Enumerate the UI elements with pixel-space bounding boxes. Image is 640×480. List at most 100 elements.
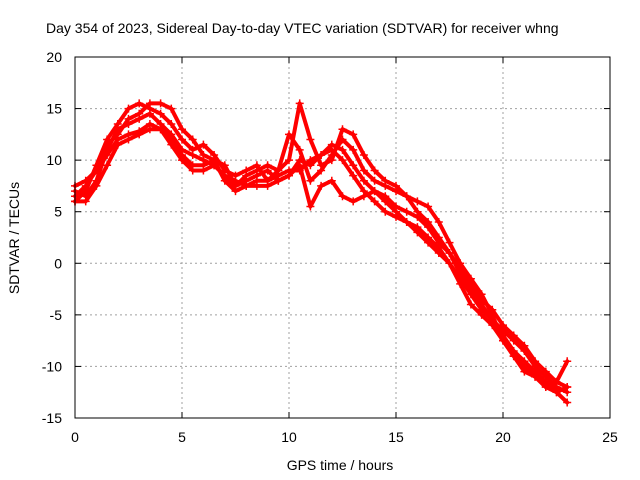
data-point-marker xyxy=(359,192,368,201)
data-point-marker xyxy=(456,269,465,278)
data-point-marker xyxy=(349,161,358,170)
data-point-marker xyxy=(156,125,165,134)
data-point-marker xyxy=(338,125,347,134)
data-point-marker xyxy=(274,166,283,175)
data-point-marker xyxy=(424,238,433,247)
data-point-marker xyxy=(445,238,454,247)
y-tick-label: -15 xyxy=(42,410,62,426)
data-point-marker xyxy=(81,197,90,206)
data-point-marker xyxy=(263,161,272,170)
series-track-2 xyxy=(71,109,572,392)
y-tick-label: 20 xyxy=(46,49,62,65)
data-point-marker xyxy=(178,145,186,154)
x-axis-label: GPS time / hours xyxy=(287,457,394,473)
y-axis-label: SDTVAR / TECUs xyxy=(6,182,22,294)
data-point-marker xyxy=(370,197,379,206)
x-tick-label: 15 xyxy=(388,429,404,445)
data-point-marker xyxy=(145,125,154,134)
data-point-marker xyxy=(434,233,443,242)
data-point-marker xyxy=(167,140,176,149)
y-tick-label: 10 xyxy=(46,152,62,168)
data-point-marker xyxy=(188,135,197,144)
data-point-marker xyxy=(563,383,572,392)
data-point-marker xyxy=(359,150,368,159)
data-point-marker xyxy=(499,336,507,345)
data-point-marker xyxy=(135,99,144,108)
data-point-marker xyxy=(413,228,422,237)
data-point-marker xyxy=(466,274,475,283)
chart-title: Day 354 of 2023, Sidereal Day-to-day VTE… xyxy=(46,20,559,36)
data-point-marker xyxy=(413,207,422,216)
data-point-marker xyxy=(338,192,347,201)
data-point-marker xyxy=(242,171,251,180)
data-point-marker xyxy=(199,150,208,159)
data-point-marker xyxy=(434,218,443,227)
data-point-marker xyxy=(103,161,112,170)
y-tick-label: -10 xyxy=(42,358,62,374)
data-point-marker xyxy=(424,202,433,211)
series-line xyxy=(73,101,570,405)
data-point-marker xyxy=(552,388,561,397)
data-point-marker xyxy=(488,310,497,319)
data-point-marker xyxy=(381,176,390,185)
data-point-marker xyxy=(210,161,219,170)
data-point-marker xyxy=(349,197,358,206)
data-point-marker xyxy=(402,207,411,216)
data-point-marker xyxy=(327,140,336,149)
data-point-marker xyxy=(488,321,497,330)
data-point-marker xyxy=(317,181,326,190)
x-tick-label: 25 xyxy=(602,429,618,445)
data-point-marker xyxy=(477,300,486,309)
data-point-marker xyxy=(103,140,112,149)
data-point-marker xyxy=(113,140,122,149)
data-point-marker xyxy=(338,145,347,154)
data-point-marker xyxy=(263,181,272,190)
data-point-marker xyxy=(188,166,197,175)
data-point-marker xyxy=(274,176,283,185)
data-point-marker xyxy=(81,187,90,196)
data-point-marker xyxy=(306,161,315,170)
data-series xyxy=(71,99,572,407)
data-point-marker xyxy=(124,114,133,123)
data-point-marker xyxy=(220,171,229,180)
plot-frame xyxy=(74,56,611,419)
data-point-marker xyxy=(370,187,379,196)
data-point-marker xyxy=(252,181,261,190)
data-point-marker xyxy=(124,104,133,113)
x-tick-label: 5 xyxy=(178,429,186,445)
data-point-marker xyxy=(402,192,411,201)
data-point-marker xyxy=(563,357,572,366)
data-point-marker xyxy=(295,161,304,170)
data-point-marker xyxy=(477,290,486,299)
data-point-marker xyxy=(466,285,475,294)
data-point-marker xyxy=(552,377,561,386)
data-point-marker xyxy=(145,99,154,108)
data-point-marker xyxy=(338,156,347,165)
data-point-marker xyxy=(349,171,358,180)
data-point-marker xyxy=(434,248,443,257)
y-tick-label: 5 xyxy=(54,204,62,220)
data-point-marker xyxy=(156,109,165,118)
data-point-marker xyxy=(392,207,400,216)
data-point-marker xyxy=(531,357,540,366)
data-point-marker xyxy=(370,166,379,175)
data-point-marker xyxy=(113,130,122,139)
data-point-marker xyxy=(477,310,486,319)
data-point-marker xyxy=(167,104,176,113)
data-point-marker xyxy=(413,197,422,206)
data-point-marker xyxy=(199,140,208,149)
data-point-marker xyxy=(349,145,358,154)
data-point-marker xyxy=(295,145,304,154)
x-tick-label: 20 xyxy=(495,429,511,445)
x-tick-label: 10 xyxy=(281,429,297,445)
data-point-marker xyxy=(92,181,101,190)
data-point-marker xyxy=(124,135,133,144)
data-point-marker xyxy=(327,156,336,165)
data-point-marker xyxy=(167,130,176,139)
x-tick-label: 0 xyxy=(71,429,79,445)
data-point-marker xyxy=(531,372,540,381)
data-point-marker xyxy=(306,135,315,144)
series-track-3 xyxy=(71,99,572,407)
data-point-marker xyxy=(456,259,465,268)
